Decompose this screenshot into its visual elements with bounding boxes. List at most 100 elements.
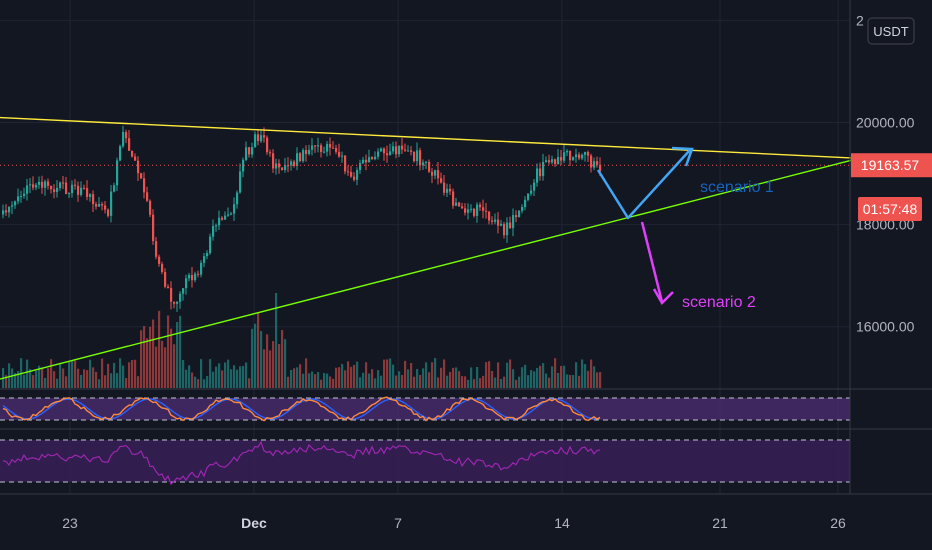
candle-body xyxy=(89,194,92,197)
candle-body xyxy=(191,275,194,281)
candle-body xyxy=(62,182,65,184)
scenario-2-arrow xyxy=(640,221,664,303)
volume-bar xyxy=(536,367,539,388)
scenario-2-label: scenario 2 xyxy=(682,294,756,311)
candle-body xyxy=(572,157,575,161)
candle-body xyxy=(20,195,23,197)
candle-body xyxy=(23,193,26,196)
volume-bar xyxy=(83,369,86,388)
volume-bar xyxy=(521,367,524,388)
volume-bar xyxy=(407,369,410,388)
candle-body xyxy=(383,148,386,154)
volume-bar xyxy=(578,375,581,388)
candle-body xyxy=(197,273,200,275)
candle-body xyxy=(164,272,167,287)
volume-bar xyxy=(443,359,446,388)
candle-body xyxy=(590,155,593,168)
candle-body xyxy=(410,150,413,152)
volume-bar xyxy=(224,362,227,388)
volume-bar xyxy=(242,365,245,388)
volume-bar xyxy=(68,361,71,388)
volume-bar xyxy=(98,379,101,388)
rsi-line xyxy=(2,440,601,486)
candle-body xyxy=(338,151,341,157)
volume-bar xyxy=(230,369,233,388)
candle-body xyxy=(560,157,563,161)
candle-body xyxy=(536,168,539,183)
candle-body xyxy=(56,187,59,193)
candle-body xyxy=(596,161,599,165)
volume-bar xyxy=(428,372,431,388)
volume-bar xyxy=(35,370,38,388)
volume-bar xyxy=(557,372,560,388)
candle-body xyxy=(179,293,182,302)
volume-bar xyxy=(467,379,470,388)
candle-body xyxy=(455,202,458,206)
candle-body xyxy=(488,211,491,221)
volume-bar xyxy=(440,367,443,388)
volume-bar xyxy=(119,358,122,388)
volume-bar xyxy=(422,368,425,388)
candle-body xyxy=(452,191,455,206)
candle-body xyxy=(227,214,230,216)
volume-bar xyxy=(56,378,59,388)
candle-body xyxy=(320,145,323,152)
volume-bar xyxy=(122,365,125,388)
candle-body xyxy=(134,156,137,161)
candle-body xyxy=(491,220,494,222)
candle-body xyxy=(599,164,602,172)
candle-body xyxy=(443,182,446,193)
candle-body xyxy=(104,205,107,210)
volume-bar xyxy=(470,367,473,388)
volume-bar xyxy=(50,359,53,388)
candle-body xyxy=(26,185,29,194)
trendlines xyxy=(0,116,860,380)
price-tick-label: 16000.00 xyxy=(856,319,915,335)
candle-body xyxy=(386,153,389,156)
countdown-label: 01:57:48 xyxy=(863,201,918,217)
volume-bar xyxy=(323,373,326,388)
volume-bar xyxy=(398,371,401,388)
volume-bar xyxy=(335,367,338,388)
candle-body xyxy=(161,263,164,273)
volume-bar xyxy=(599,372,602,388)
volume-bar xyxy=(221,370,224,388)
volume-bar xyxy=(596,372,599,388)
volume-bar xyxy=(134,359,137,388)
volume-bar xyxy=(263,349,266,388)
candle-body xyxy=(416,150,419,162)
candle-body xyxy=(506,222,509,236)
volume-bar xyxy=(569,375,572,388)
candle-body xyxy=(356,169,359,180)
candle-body xyxy=(173,301,176,304)
candle-body xyxy=(521,206,524,211)
candle-body xyxy=(347,171,350,173)
time-axis: 23 Dec 7 14 21 26 xyxy=(62,515,846,531)
volume-bar xyxy=(350,366,353,388)
volume-bar xyxy=(401,374,404,388)
volume-bar xyxy=(128,362,131,388)
candle-body xyxy=(137,160,140,174)
candles xyxy=(2,125,602,312)
candle-body xyxy=(5,210,8,213)
candle-body xyxy=(335,148,338,152)
volume-bar xyxy=(215,366,218,388)
volume-bar xyxy=(383,359,386,388)
candle-body xyxy=(449,188,452,192)
candle-body xyxy=(302,150,305,162)
candle-body xyxy=(539,168,542,177)
volume-bar xyxy=(32,375,35,388)
candle-body xyxy=(68,193,71,195)
candle-body xyxy=(251,147,254,155)
volume-bar xyxy=(212,371,215,388)
price-axis: 16000.0018000.0020000.002USDT19163.5701:… xyxy=(849,0,932,494)
volume-bar xyxy=(275,292,278,388)
scenario-1-arrowhead xyxy=(671,146,694,167)
candle-body xyxy=(101,204,104,206)
candle-body xyxy=(467,209,470,213)
volume-bar xyxy=(29,369,32,388)
candle-body xyxy=(131,150,134,157)
candle-body xyxy=(242,159,245,172)
volume-bar xyxy=(197,379,200,388)
